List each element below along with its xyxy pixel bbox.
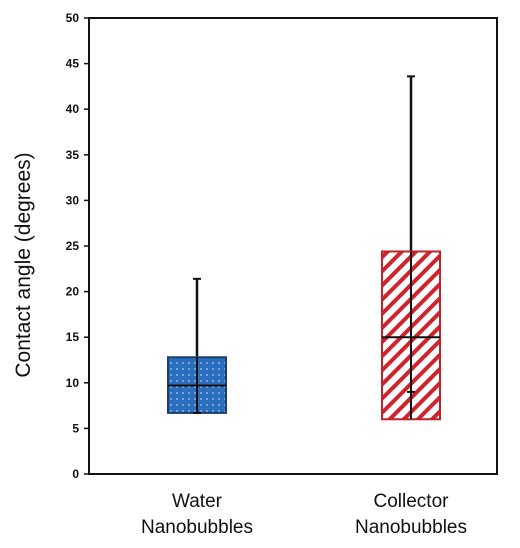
category-label-line1: Water [172,491,223,512]
y-tick-label: 35 [66,148,80,162]
category-label-line2: Nanobubbles [141,517,253,538]
category-label-line1: Collector [374,491,450,512]
y-tick-label: 10 [66,376,80,390]
y-tick-label: 45 [66,57,80,71]
y-tick-label: 20 [66,285,80,299]
category-label-line2: Nanobubbles [355,517,467,538]
y-tick-label: 5 [72,421,79,435]
y-tick-label: 25 [66,239,80,253]
y-tick-label: 0 [72,467,79,481]
y-tick-label: 40 [66,102,80,116]
y-tick-label: 50 [66,11,80,25]
y-tick-label: 30 [66,193,80,207]
y-tick-label: 15 [66,330,80,344]
y-axis-title: Contact angle (degrees) [12,152,35,377]
